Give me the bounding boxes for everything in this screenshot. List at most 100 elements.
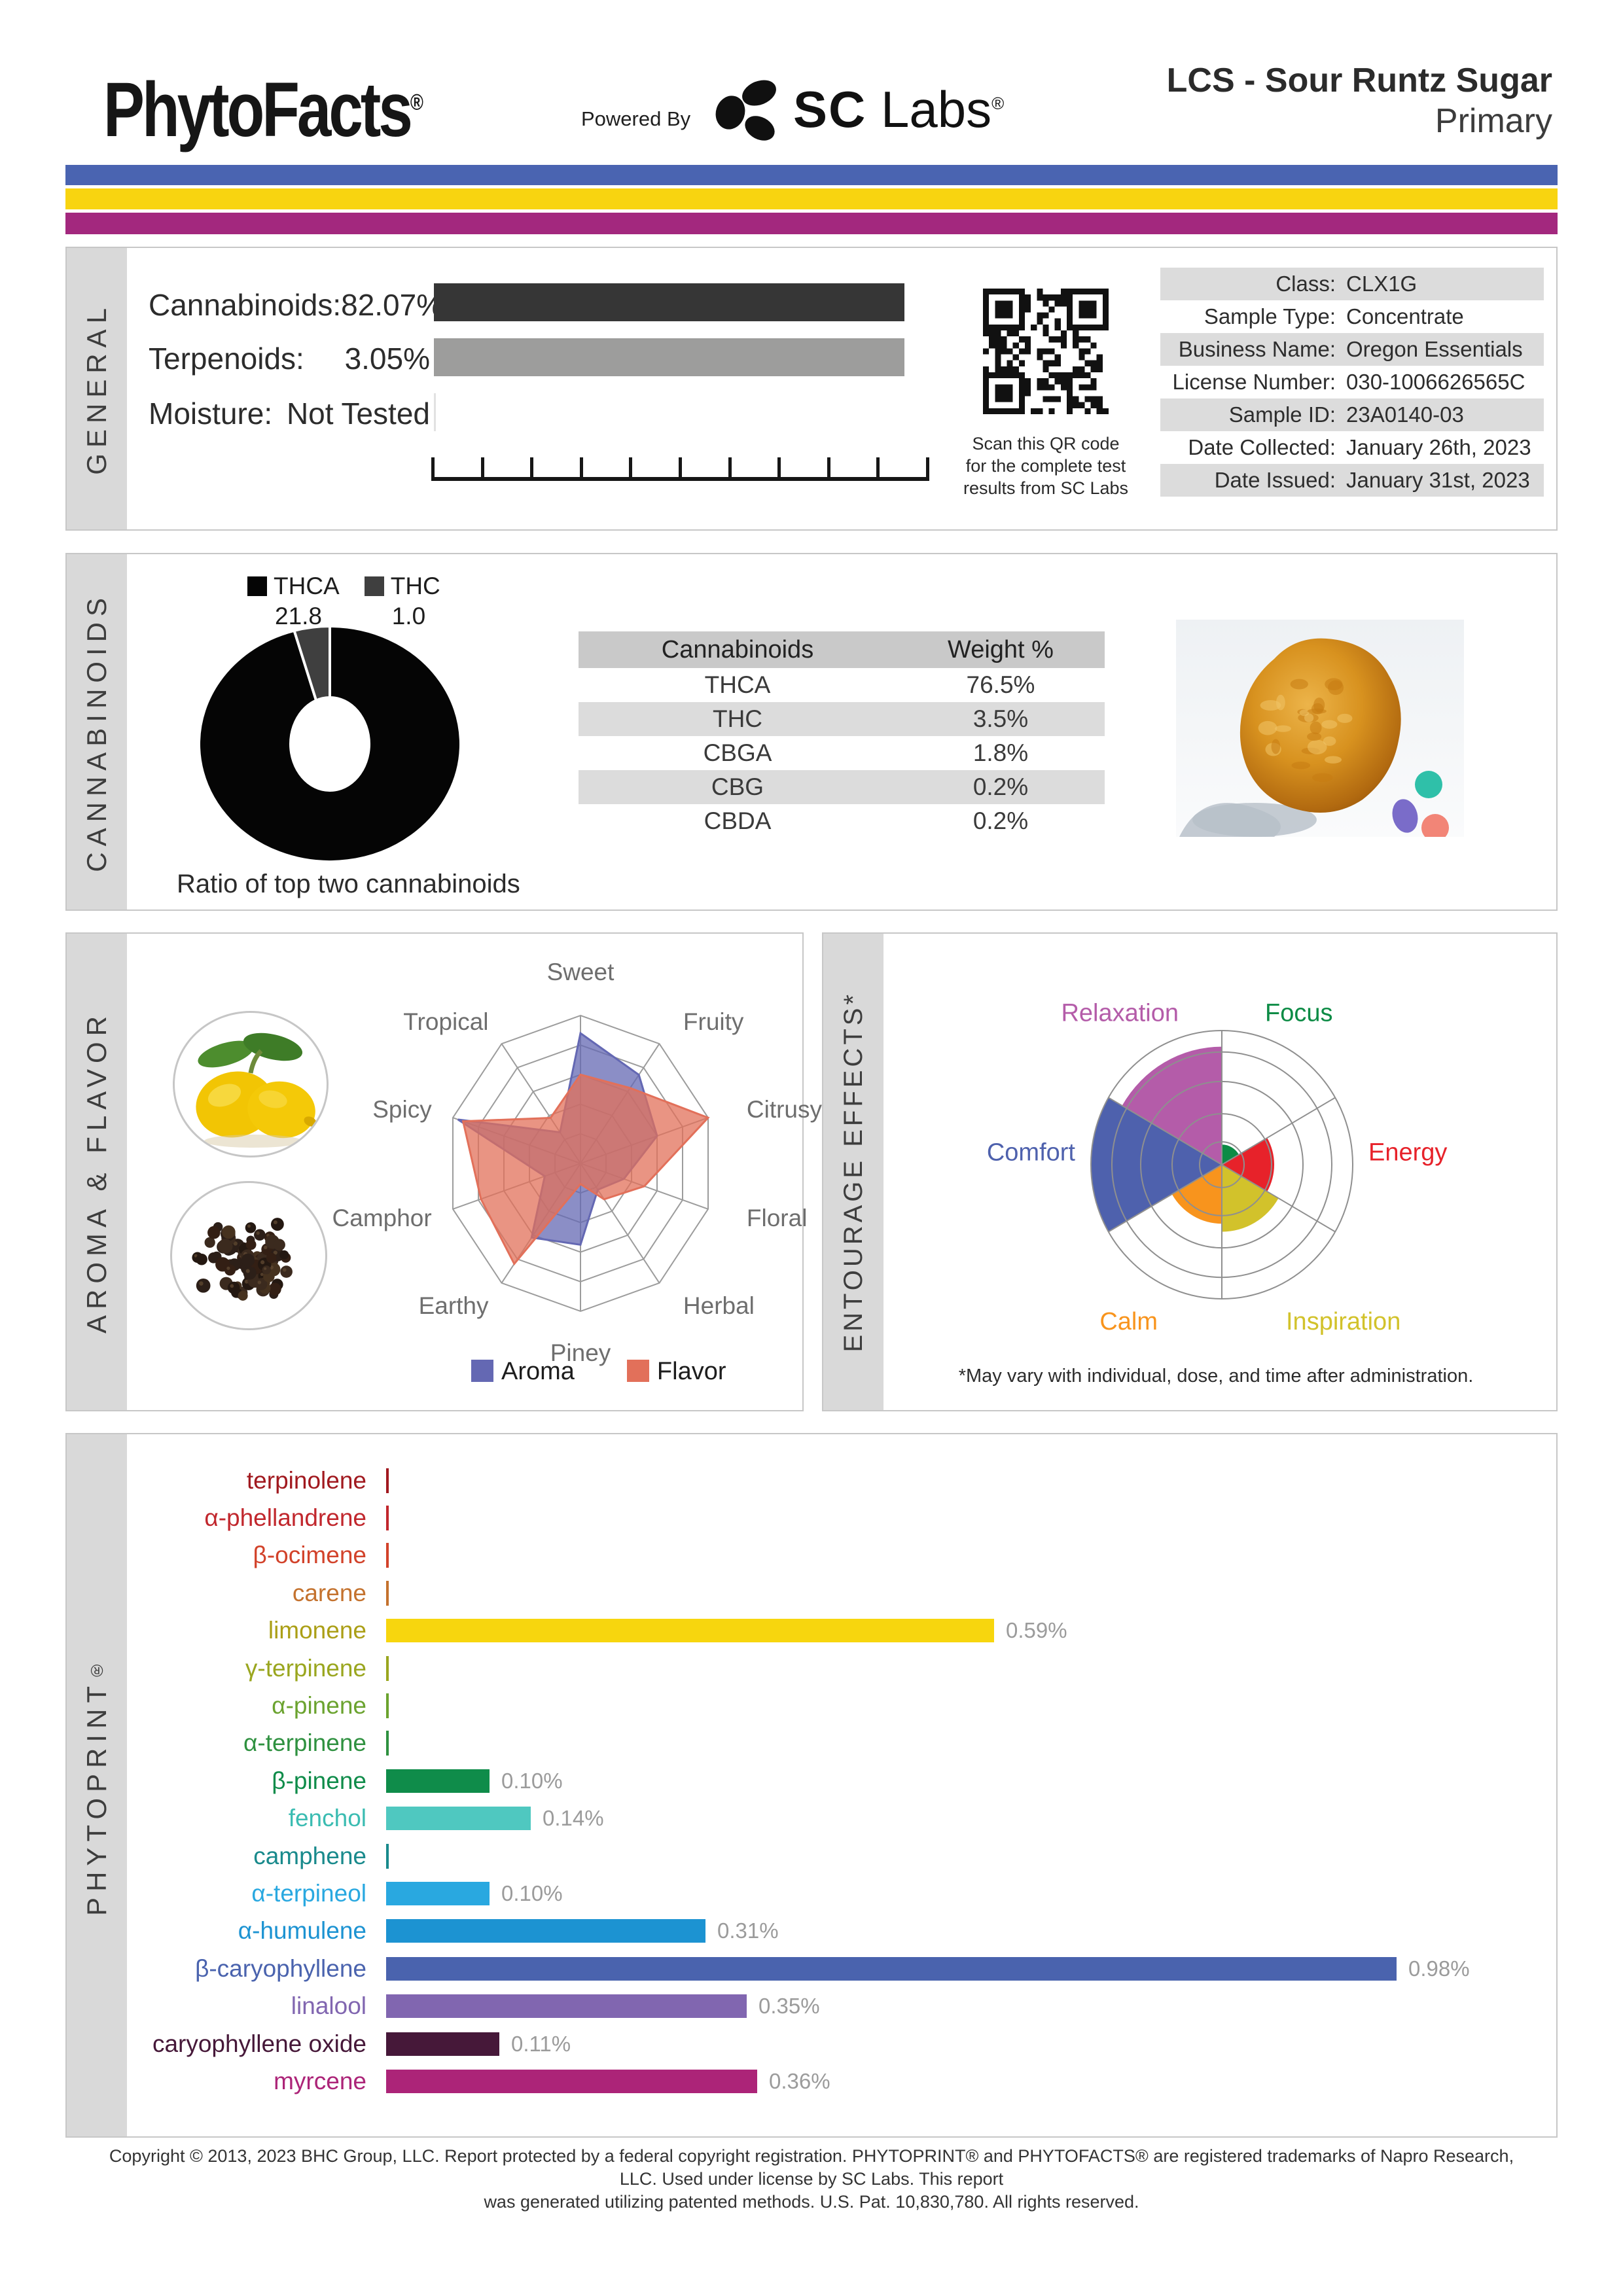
report-title: LCS - Sour Runtz Sugar Primary bbox=[1094, 60, 1552, 141]
terpenoids-label: Terpenoids: bbox=[149, 342, 304, 376]
sample-subtitle: Primary bbox=[1435, 102, 1552, 140]
terpene-row--ocimene: β-ocimene bbox=[132, 1537, 1520, 1574]
section-cannabinoids-sidebar: CANNABINOIDS bbox=[67, 554, 127, 910]
cannabinoid-name: THC bbox=[712, 705, 763, 732]
cannabinoid-row: CBDA 0.2% bbox=[579, 804, 1105, 838]
legend-item-aroma: Aroma bbox=[471, 1358, 575, 1386]
terpene-bar bbox=[386, 1881, 490, 1905]
entourage-footnote: *May vary with individual, dose, and tim… bbox=[958, 1366, 1474, 1386]
aroma-flavor-radar-chart: Sweet Fruity Citrusy Floral Herbal Piney Earth… bbox=[332, 959, 823, 1366]
terpene-bar bbox=[386, 1919, 705, 1943]
section-aroma-sidebar: AROMA & FLAVOR bbox=[67, 934, 127, 1410]
entourage-effects-wheel-chart: Focus Energy Inspiration Calm Comfort Relaxat… bbox=[987, 999, 1448, 1335]
info-label: Date Issued: bbox=[1214, 468, 1336, 492]
section-aroma-flavor: AROMA & FLAVOR Sweet Fruity Citrusy Floral H… bbox=[65, 932, 823, 1411]
info-value: Oregon Essentials bbox=[1346, 337, 1523, 361]
terpene-bar bbox=[386, 1956, 1397, 1981]
cannabinoid-row: CBG 0.2% bbox=[579, 770, 1105, 804]
cannabinoid-name: CBGA bbox=[703, 739, 772, 766]
ruler-tick bbox=[926, 457, 929, 481]
terpene-value: 0.36% bbox=[769, 2068, 830, 2093]
terpene-bar bbox=[386, 1843, 389, 1869]
section-phytoprint-label: PHYTOPRINT® bbox=[81, 1655, 112, 1916]
thc-ratio: 1.0 bbox=[391, 603, 426, 629]
terpene-bar bbox=[386, 1994, 747, 2019]
terpene-label: terpinolene bbox=[246, 1466, 366, 1494]
effect-label-inspiration: Inspiration bbox=[1286, 1308, 1400, 1335]
terpene-bar-chart: terpinolene α-phellandrene β-ocimene carene… bbox=[132, 1462, 1520, 2100]
terpene-value: 0.11% bbox=[511, 2031, 571, 2056]
cannabinoid-name: CBDA bbox=[704, 807, 772, 834]
terpene-label: β-caryophyllene bbox=[195, 1954, 366, 1982]
copyright-footer: Copyright © 2013, 2023 BHC Group, LLC. R… bbox=[92, 2145, 1531, 2214]
cannabinoid-row: CBGA 1.8% bbox=[579, 736, 1105, 770]
terpene-label: carene bbox=[292, 1579, 366, 1606]
section-general: GENERAL Cannabinoids: 82.07% Terpenoids: 3… bbox=[65, 247, 1558, 531]
radar-axis-label: Piney bbox=[550, 1339, 611, 1366]
percent-ruler bbox=[431, 457, 929, 481]
section-cannabinoids: CANNABINOIDS THCA 21.8 THC 1.0 Ratio of … bbox=[65, 553, 1558, 911]
radar-legend: Aroma Flavor bbox=[471, 1358, 726, 1386]
terpene-row-linalool: linalool 0.35% bbox=[132, 1987, 1520, 2024]
qr-caption: Scan this QR code for the complete test … bbox=[963, 434, 1129, 498]
section-entourage-sidebar: ENTOURAGE EFFECTS* bbox=[823, 934, 883, 1410]
radar-axis-label: Earthy bbox=[419, 1292, 489, 1319]
terpene-bar bbox=[386, 1506, 389, 1531]
terpene-row--terpinene: α-terpinene bbox=[132, 1725, 1520, 1762]
sc-labs-reg-mark: ® bbox=[991, 94, 1005, 113]
cannabinoid-table: Cannabinoids Weight % THCA 76.5% THC 3.5% CBGA… bbox=[579, 631, 1105, 838]
terpene-row-fenchol: fenchol 0.14% bbox=[132, 1800, 1520, 1837]
ruler-tick bbox=[876, 457, 880, 481]
terpene-value: 0.10% bbox=[501, 1881, 563, 1905]
stripe-blue bbox=[65, 165, 1558, 185]
terpene-label: α-humulene bbox=[238, 1917, 366, 1945]
terpene-label: α-phellandrene bbox=[204, 1504, 366, 1532]
terpene-bar bbox=[386, 1580, 389, 1606]
terpene-bar bbox=[386, 2069, 757, 2093]
terpene-label: γ-terpinene bbox=[245, 1654, 366, 1682]
radar-axis-label: Citrusy bbox=[747, 1096, 823, 1123]
info-row: Sample ID: 23A0140-03 bbox=[1160, 398, 1544, 431]
sample-info-table: Class: CLX1G Sample Type: Concentrate Busine… bbox=[1160, 268, 1544, 497]
info-row: Sample Type: Concentrate bbox=[1160, 300, 1544, 333]
info-value: 23A0140-03 bbox=[1346, 402, 1464, 427]
terpene-row-carene: carene bbox=[132, 1574, 1520, 1612]
lemon-photo-circle bbox=[173, 1011, 329, 1157]
terpene-value: 0.10% bbox=[501, 1768, 563, 1793]
info-label: Sample Type: bbox=[1204, 304, 1336, 328]
radar-axis-label: Spicy bbox=[372, 1096, 432, 1123]
terpene-row--pinene: α-pinene bbox=[132, 1687, 1520, 1724]
effect-label-focus: Focus bbox=[1265, 999, 1332, 1027]
section-phytoprint-sidebar: PHYTOPRINT® bbox=[67, 1434, 127, 2136]
ruler-tick bbox=[679, 457, 682, 481]
info-label: Class: bbox=[1275, 272, 1336, 296]
cannabinoid-name: THCA bbox=[704, 671, 771, 698]
brand-text: PhytoFacts bbox=[103, 67, 413, 153]
info-label: License Number: bbox=[1172, 370, 1336, 394]
phytofacts-logo: PhytoFacts® bbox=[103, 65, 503, 154]
ruler-tick bbox=[629, 457, 632, 481]
radar-axis-label: Tropical bbox=[403, 1008, 488, 1035]
info-value: January 31st, 2023 bbox=[1346, 468, 1530, 492]
stripe-yellow bbox=[65, 188, 1558, 209]
legend-item-flavor: Flavor bbox=[626, 1358, 726, 1386]
peppercorns-image bbox=[192, 1218, 293, 1301]
info-value: CLX1G bbox=[1346, 272, 1418, 296]
terpene-value: 0.59% bbox=[1006, 1618, 1067, 1643]
terpene-row--phellandrene: α-phellandrene bbox=[132, 1499, 1520, 1536]
ruler-tick bbox=[580, 457, 583, 481]
thca-name: THCA bbox=[274, 573, 340, 599]
terpene-row--humulene: α-humulene 0.31% bbox=[132, 1913, 1520, 1950]
cannabinoids-label: Cannabinoids: bbox=[149, 288, 342, 322]
terpene-value: 0.98% bbox=[1408, 1956, 1470, 1981]
thc-swatch bbox=[364, 576, 384, 596]
cannabinoid-weight: 3.5% bbox=[972, 705, 1029, 732]
cannabinoid-weight: 0.2% bbox=[972, 807, 1029, 834]
flavor-label: Flavor bbox=[656, 1358, 726, 1385]
moisture-label: Moisture: bbox=[149, 397, 273, 431]
qr-code bbox=[983, 289, 1109, 414]
terpene-bar bbox=[386, 1655, 389, 1681]
section-entourage-label: ENTOURAGE EFFECTS* bbox=[838, 991, 868, 1352]
powered-by-label: Powered By bbox=[581, 107, 691, 130]
legend-item-thc: THC 1.0 bbox=[364, 573, 440, 630]
